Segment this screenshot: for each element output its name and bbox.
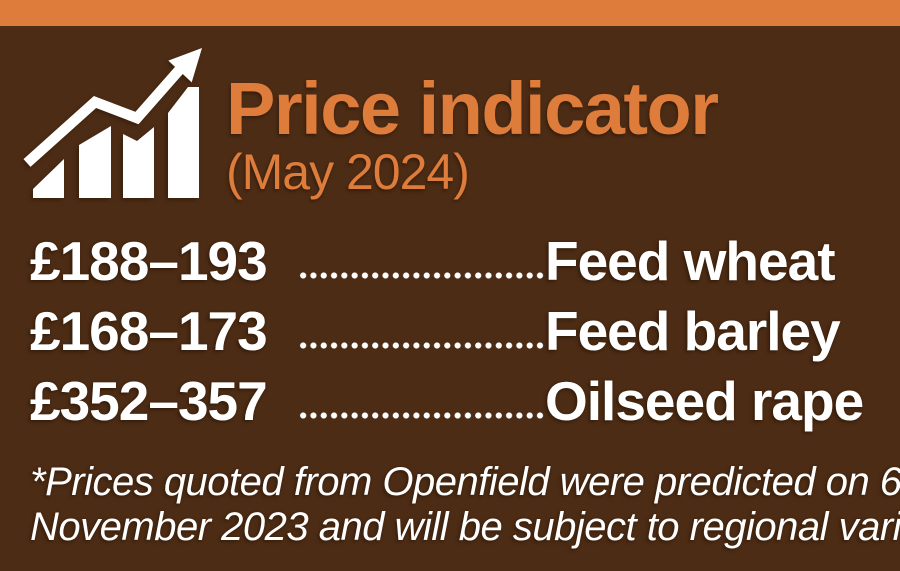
footnote-line-2: November 2023 and will be subject to reg… bbox=[30, 505, 900, 549]
commodity-label: Oilseed rape bbox=[545, 370, 864, 432]
price-row-feed-barley: £168–173 Feed barley bbox=[30, 296, 890, 366]
dotted-leader bbox=[298, 271, 545, 280]
commodity-label: Feed barley bbox=[545, 300, 841, 362]
footnote-line-1: *Prices quoted from Openfield were predi… bbox=[30, 460, 900, 504]
header: Price indicator (May 2024) bbox=[226, 67, 719, 200]
page-title: Price indicator bbox=[226, 67, 719, 150]
price-value: £188–193 bbox=[30, 230, 268, 292]
dotted-leader bbox=[298, 341, 545, 350]
commodity-label: Feed wheat bbox=[545, 230, 836, 292]
price-row-feed-wheat: £188–193 Feed wheat bbox=[30, 226, 890, 296]
price-value: £168–173 bbox=[30, 300, 268, 362]
price-row-oilseed-rape: £352–357 Oilseed rape bbox=[30, 366, 890, 436]
dotted-leader bbox=[298, 411, 545, 420]
top-accent-band bbox=[0, 0, 900, 26]
footnote: *Prices quoted from Openfield were predi… bbox=[30, 460, 900, 550]
page-subtitle: (May 2024) bbox=[226, 144, 470, 200]
price-list: £188–193 Feed wheat £168–173 Feed barley… bbox=[30, 226, 890, 436]
price-value: £352–357 bbox=[30, 370, 268, 432]
